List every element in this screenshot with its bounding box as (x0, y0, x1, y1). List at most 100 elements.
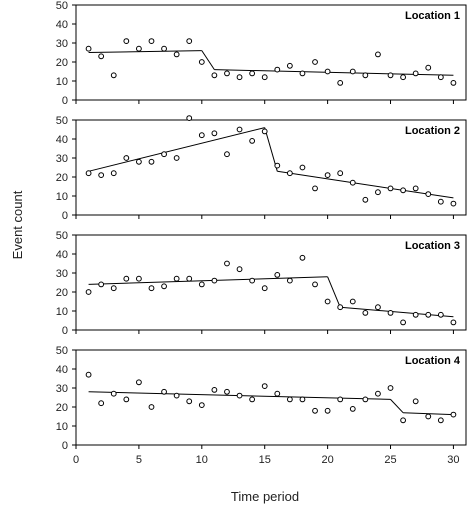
data-point (375, 51, 381, 58)
y-tick-label: 40 (56, 249, 68, 261)
data-point (274, 272, 281, 278)
data-point (299, 164, 306, 171)
x-tick-label: 30 (447, 454, 459, 466)
data-point (236, 266, 243, 273)
data-point (236, 74, 243, 81)
y-tick-label: 0 (62, 440, 68, 452)
data-point (400, 417, 406, 424)
data-point (110, 170, 117, 177)
data-point (85, 170, 92, 177)
y-tick-label: 20 (56, 57, 68, 69)
x-tick-label: 0 (73, 454, 79, 466)
fit-line-segment (277, 170, 454, 199)
panel-title: Location 2 (405, 125, 460, 137)
y-axis-label: Event count (10, 190, 25, 259)
data-point (337, 396, 344, 403)
data-point (211, 130, 218, 137)
data-point (312, 407, 318, 414)
y-tick-label: 40 (56, 364, 68, 376)
data-point (425, 64, 432, 71)
fit-line-segment (88, 127, 265, 172)
data-point (148, 285, 155, 292)
data-point (425, 413, 432, 420)
data-point (437, 198, 444, 205)
data-point (136, 158, 142, 165)
y-tick-label: 50 (56, 115, 68, 127)
data-point (387, 310, 394, 316)
data-point (261, 383, 268, 390)
data-point (98, 400, 105, 407)
data-point (450, 80, 457, 86)
data-point (362, 196, 369, 203)
data-point (123, 396, 130, 403)
data-point (337, 170, 344, 177)
y-tick-label: 30 (56, 38, 68, 50)
data-point (186, 38, 193, 44)
data-point (375, 189, 381, 196)
data-point (299, 396, 306, 403)
data-point (400, 74, 406, 81)
data-point (110, 390, 117, 397)
y-tick-label: 10 (56, 421, 68, 433)
data-point (400, 187, 406, 194)
data-point (261, 74, 268, 81)
y-tick-label: 20 (56, 172, 68, 184)
data-point (110, 285, 117, 292)
data-point (186, 115, 193, 121)
data-point (186, 275, 193, 282)
data-point (299, 254, 306, 261)
data-point (286, 396, 293, 403)
data-point (249, 138, 256, 144)
y-tick-label: 10 (56, 76, 68, 88)
y-tick-label: 0 (62, 325, 68, 337)
data-point (324, 407, 331, 414)
y-tick-label: 30 (56, 383, 68, 395)
panel-1: 0 10 20 30 40 50 Location 1 (56, 0, 467, 107)
data-point (198, 281, 205, 288)
y-tick-label: 40 (56, 19, 68, 31)
data-point (337, 304, 344, 311)
panel-frame (75, 4, 467, 101)
data-point (98, 281, 105, 288)
y-tick-label: 20 (56, 287, 68, 299)
data-point (387, 72, 394, 79)
data-point (173, 275, 180, 282)
fit-line-break (201, 50, 215, 70)
y-tick-label: 10 (56, 306, 68, 318)
data-point (173, 392, 180, 399)
data-point (387, 185, 394, 192)
panel-3: 0 10 20 30 40 50 Location 3 (56, 230, 467, 337)
data-point (249, 277, 256, 284)
y-tick-label: 20 (56, 402, 68, 414)
y-tick-label: 50 (56, 0, 68, 12)
data-point (173, 51, 180, 58)
y-tick-label: 40 (56, 134, 68, 146)
data-point (211, 277, 218, 284)
data-point (349, 406, 356, 412)
data-point (437, 74, 444, 81)
data-point (198, 59, 205, 65)
fit-line-segment (88, 276, 328, 285)
x-tick-label: 15 (259, 454, 271, 466)
data-point (161, 45, 167, 52)
data-point (375, 304, 381, 311)
x-tick-label: 10 (196, 454, 208, 466)
data-point (412, 70, 419, 77)
data-point (136, 379, 142, 386)
data-point (249, 396, 256, 403)
data-point (249, 70, 256, 77)
data-point (387, 385, 394, 391)
fit-line-segment (88, 50, 202, 53)
data-point (186, 398, 193, 405)
panel-frame (75, 119, 467, 216)
data-point (148, 38, 155, 44)
data-point (412, 185, 419, 192)
data-point (286, 170, 293, 177)
data-point (412, 311, 419, 318)
x-axis-label: Time period (231, 489, 299, 504)
data-point (324, 298, 331, 305)
data-point (123, 275, 130, 282)
data-point (337, 80, 344, 86)
data-point (224, 70, 230, 77)
